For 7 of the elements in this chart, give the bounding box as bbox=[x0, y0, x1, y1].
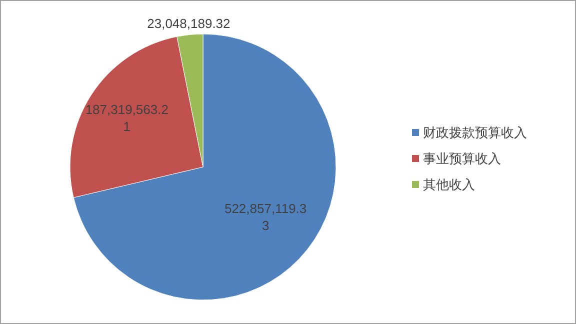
pie-slice bbox=[73, 34, 336, 300]
data-label: 23,048,189.32 bbox=[146, 14, 232, 32]
legend-label: 其他收入 bbox=[423, 178, 475, 193]
legend-label: 财政拨款预算收入 bbox=[423, 126, 527, 141]
legend-label: 事业预算收入 bbox=[423, 152, 501, 167]
data-label: 187,319,563.21 bbox=[84, 101, 169, 136]
data-label: 522,857,119.33 bbox=[224, 200, 308, 234]
